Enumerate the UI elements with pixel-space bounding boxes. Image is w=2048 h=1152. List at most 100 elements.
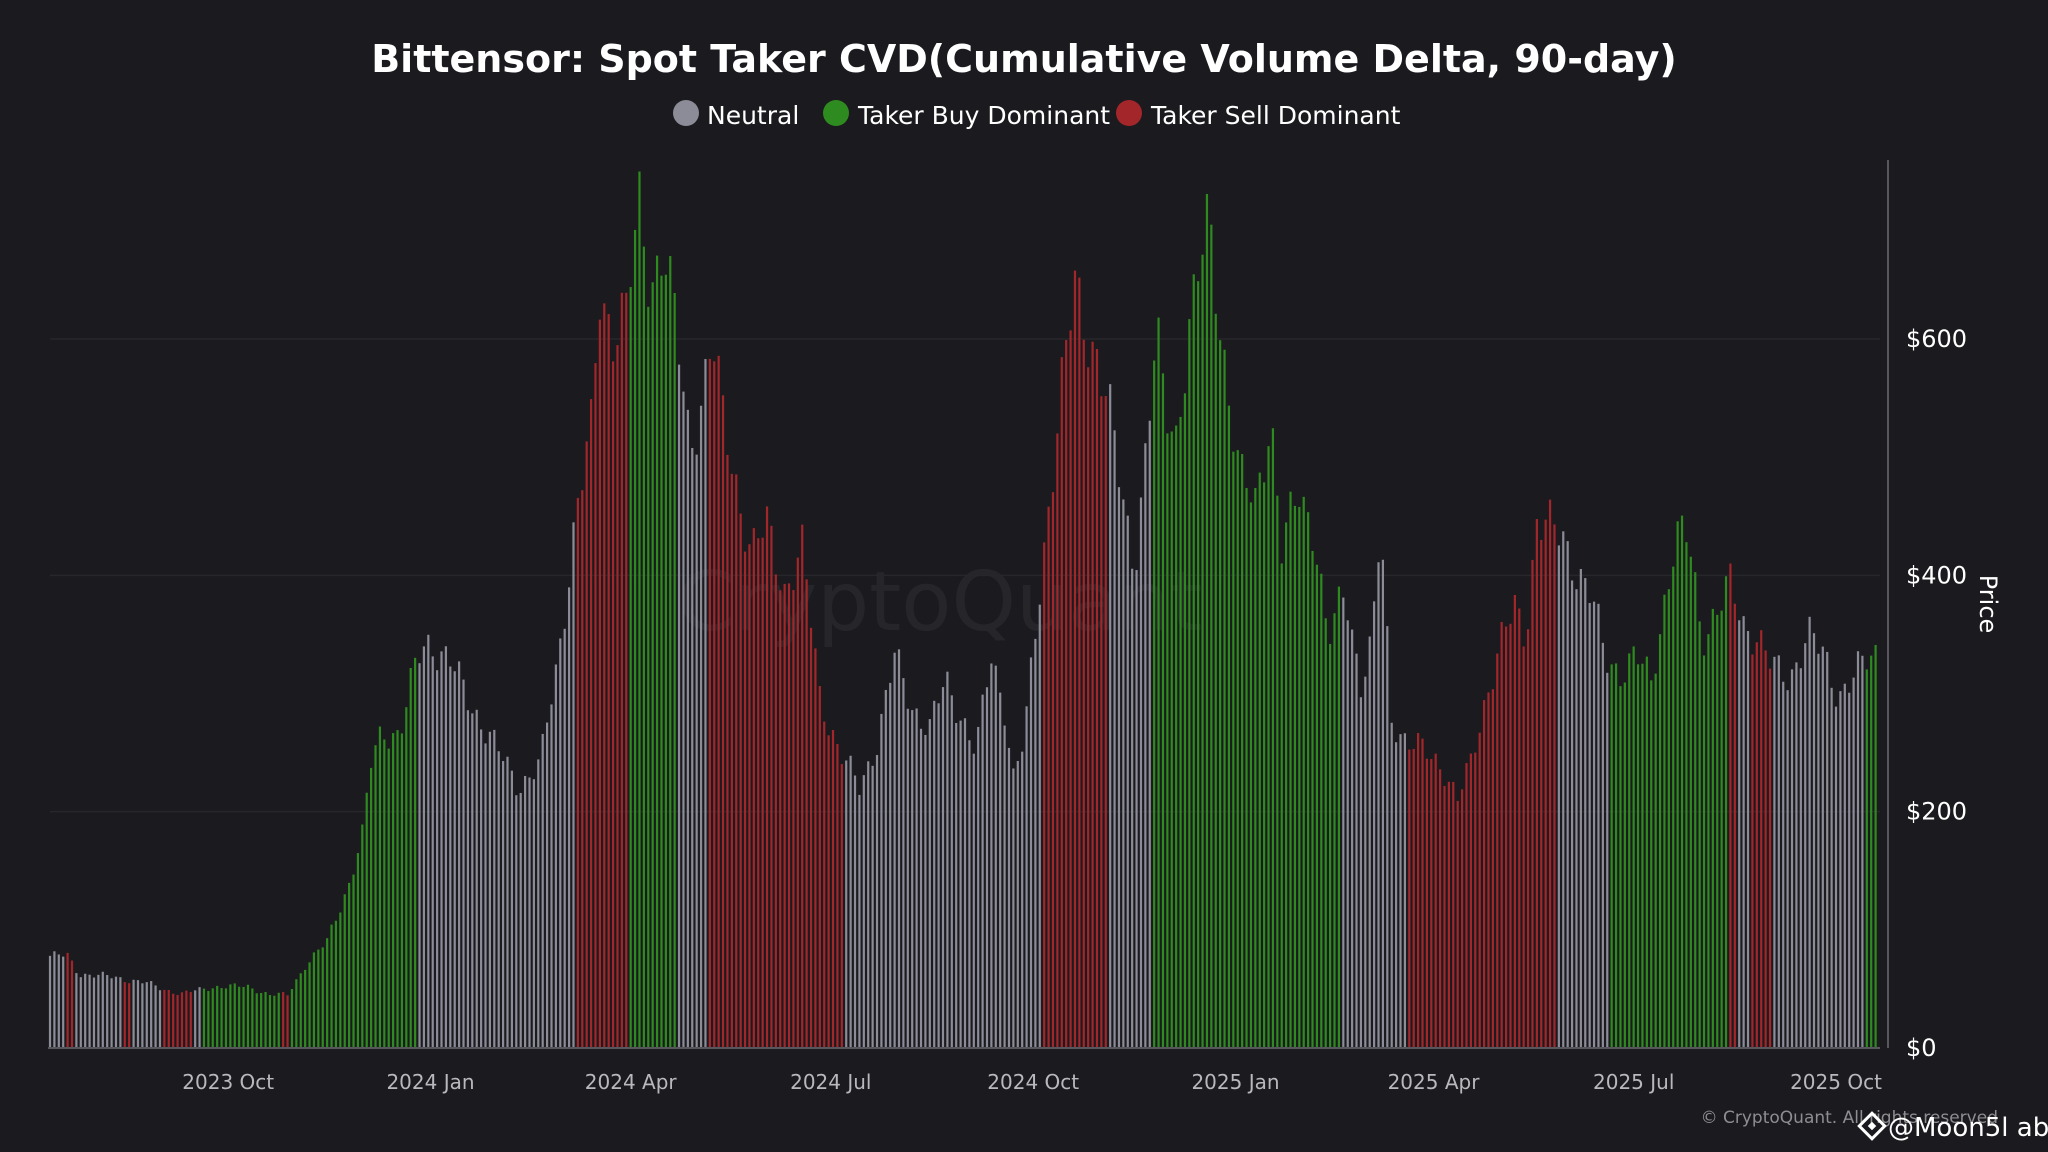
price-bar: [717, 355, 720, 1049]
price-bar: [730, 473, 733, 1048]
price-bar: [422, 646, 426, 1048]
price-bar: [484, 743, 487, 1048]
price-bar: [1817, 653, 1820, 1048]
price-bar: [1456, 800, 1459, 1048]
chart-title: Bittensor: Spot Taker CVD(Cumulative Vol…: [371, 37, 1677, 81]
price-bar: [1219, 340, 1222, 1048]
price-bar: [1632, 646, 1635, 1048]
price-bar: [897, 649, 901, 1048]
price-bar: [1579, 568, 1582, 1048]
price-bar: [1091, 341, 1094, 1048]
price-bar: [84, 973, 87, 1048]
price-bar: [1029, 657, 1033, 1048]
price-bar: [1870, 655, 1873, 1048]
price-bar: [334, 920, 338, 1048]
legend-buy-dot: [823, 100, 849, 126]
price-bar: [1619, 686, 1622, 1048]
price-bar: [497, 751, 500, 1048]
price-bar: [1689, 556, 1692, 1048]
price-bar: [365, 792, 368, 1048]
price-bar: [1790, 669, 1794, 1048]
price-bar: [123, 982, 126, 1048]
price-bar: [545, 722, 549, 1048]
price-bar: [1069, 330, 1072, 1048]
price-bar: [941, 687, 945, 1048]
price-bar: [541, 733, 544, 1048]
price-bar: [1606, 672, 1609, 1048]
price-bar: [163, 989, 166, 1048]
price-bar: [1610, 664, 1613, 1048]
price-bar: [66, 952, 69, 1048]
price-bar: [1210, 224, 1213, 1048]
price-bar: [823, 721, 826, 1048]
price-bar: [999, 692, 1002, 1048]
price-bar: [136, 980, 140, 1048]
price-bar: [1500, 621, 1503, 1048]
price-bar: [1333, 613, 1336, 1048]
price-bar: [757, 538, 760, 1048]
x-tick-label: 2025 Jul: [1593, 1070, 1674, 1094]
price-bar: [1293, 505, 1297, 1048]
price-bar: [53, 951, 56, 1048]
price-bar: [1553, 524, 1556, 1048]
price-bar: [1650, 680, 1653, 1048]
price-bar: [1535, 519, 1538, 1048]
price-bar: [1526, 629, 1530, 1048]
price-bar: [677, 364, 681, 1048]
price-bar: [1645, 656, 1648, 1048]
legend-buy-label: Taker Buy Dominant: [857, 101, 1110, 130]
price-bar: [1170, 431, 1173, 1049]
price-bar: [229, 984, 232, 1048]
price-bar: [1658, 634, 1662, 1048]
price-bar: [1716, 614, 1719, 1048]
price-bar: [994, 665, 997, 1048]
price-bar: [1654, 673, 1657, 1048]
price-bar: [990, 663, 993, 1048]
price-bar: [1034, 638, 1037, 1048]
price-bar: [1601, 642, 1604, 1048]
price-bar: [787, 583, 791, 1048]
price-bar: [202, 988, 206, 1048]
price-bar: [255, 993, 258, 1048]
price-bar: [963, 718, 967, 1048]
price-bar: [515, 795, 518, 1048]
price-bar: [1746, 631, 1750, 1048]
price-bar: [752, 528, 755, 1048]
price-bar: [132, 979, 135, 1048]
price-bar: [436, 670, 439, 1048]
price-bar: [796, 557, 799, 1048]
price-bar: [713, 361, 716, 1048]
price-bar: [1513, 594, 1516, 1048]
price-bar: [1504, 626, 1508, 1048]
price-bar: [1403, 733, 1406, 1048]
price-bar: [537, 759, 540, 1048]
price-bar: [972, 753, 975, 1048]
price-bar: [418, 663, 421, 1048]
price-bar: [735, 474, 738, 1048]
x-tick-label: 2023 Oct: [182, 1070, 274, 1094]
price-bar: [1065, 340, 1068, 1049]
price-bar: [502, 761, 505, 1048]
price-bar: [1544, 519, 1547, 1048]
price-bar: [387, 748, 390, 1048]
price-bar: [1742, 616, 1745, 1048]
price-bar: [1073, 270, 1077, 1048]
price-bar: [1043, 542, 1046, 1048]
price-bar: [114, 976, 118, 1048]
price-bar: [682, 391, 685, 1049]
price-bar: [1636, 664, 1640, 1048]
price-bar: [774, 574, 777, 1048]
price-bar: [273, 995, 276, 1048]
price-bar: [1144, 443, 1147, 1049]
price-bar: [625, 292, 628, 1048]
price-bar: [1183, 393, 1187, 1048]
price-bar: [440, 651, 443, 1048]
price-bar: [506, 756, 509, 1048]
price-bar: [1773, 656, 1776, 1048]
price-bar: [748, 544, 751, 1048]
price-bar: [1641, 663, 1644, 1048]
price-bar: [216, 985, 219, 1048]
price-bar: [1337, 586, 1341, 1048]
price-bar: [220, 988, 223, 1048]
